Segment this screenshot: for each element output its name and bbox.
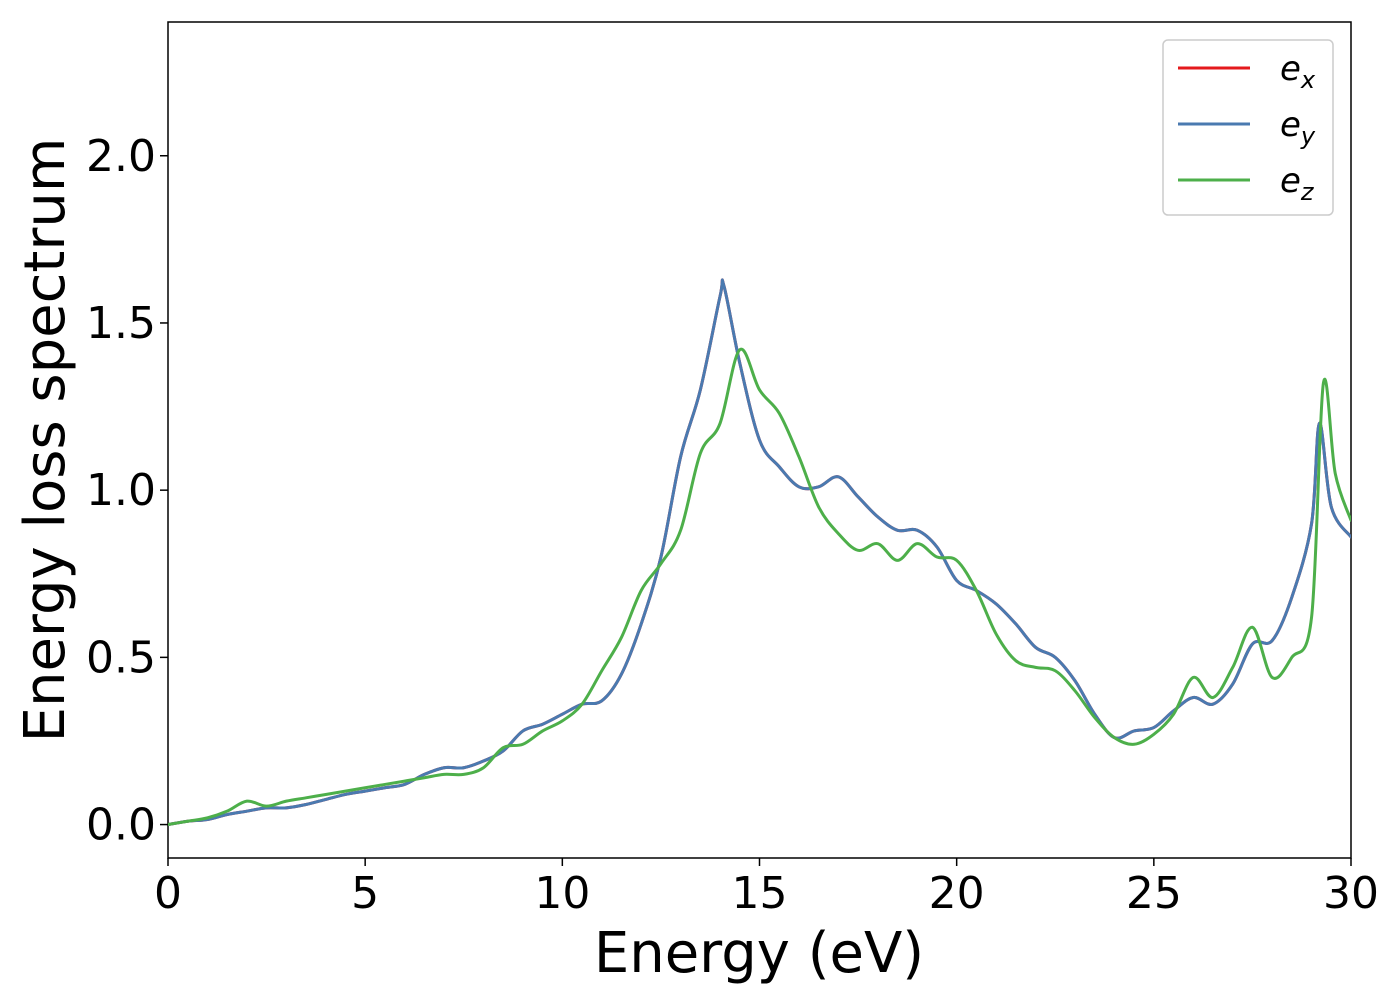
series-lines (168, 278, 1351, 827)
y-tick-label: 2.0 (86, 131, 156, 182)
legend-label-base: e (1280, 161, 1301, 201)
legend-box (1162, 39, 1334, 216)
x-tick-label: 10 (534, 868, 590, 919)
y-tick-label: 1.5 (86, 298, 156, 349)
series-line-ey (168, 278, 1351, 827)
legend-label-ez: ez (1280, 161, 1315, 206)
x-tick-label: 25 (1126, 868, 1182, 919)
x-axis: 0 5 10 15 20 25 30 (154, 858, 1379, 919)
legend-label-subscript: y (1300, 122, 1316, 150)
y-axis: 0.0 0.5 1.0 1.5 2.0 (86, 131, 168, 851)
legend-label-ex: ex (1280, 49, 1316, 94)
x-tick-label: 30 (1323, 868, 1379, 919)
series-line-ez (168, 347, 1351, 827)
x-tick-label: 20 (929, 868, 985, 919)
legend-label-ey: ey (1280, 105, 1316, 150)
legend-label-base: e (1280, 49, 1301, 89)
x-tick-label: 5 (351, 868, 379, 919)
y-tick-label: 1.0 (86, 465, 156, 516)
legend-label-subscript: z (1300, 178, 1315, 206)
legend-label-base: e (1280, 105, 1301, 145)
x-tick-label: 0 (154, 868, 182, 919)
x-tick-label: 15 (732, 868, 788, 919)
x-axis-label: Energy (eV) (594, 921, 924, 986)
series-line-ex (168, 278, 1351, 827)
y-tick-label: 0.0 (86, 800, 156, 851)
y-axis-label: Energy loss spectrum (13, 138, 78, 743)
y-tick-label: 0.5 (86, 632, 156, 683)
legend-label-subscript: x (1300, 66, 1316, 94)
